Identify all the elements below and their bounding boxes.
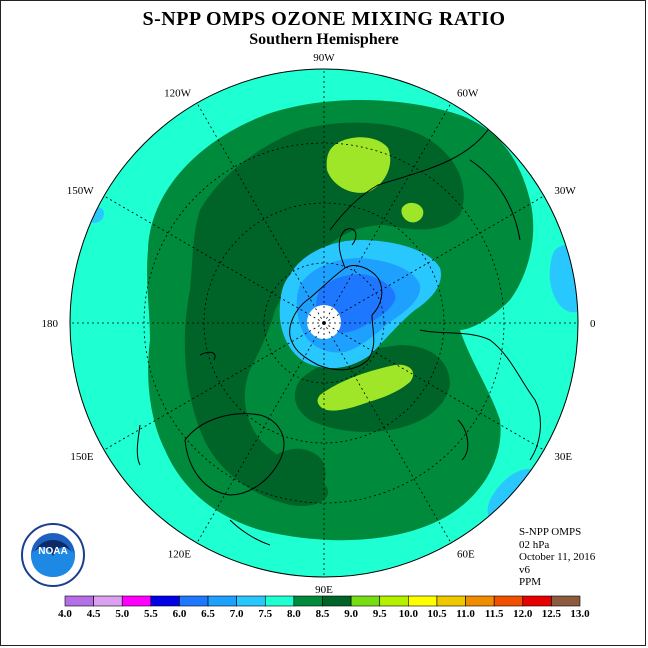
ozone-band-8.5-9.0-south <box>264 448 326 501</box>
colorbar-swatch <box>436 595 466 607</box>
lon-label-30e: 30E <box>554 451 572 463</box>
longitude-labels: 90W 60W 30W 0 30E 60E 90E 120E 150E 180 150W 120W <box>42 52 597 596</box>
colorbar-tick-label: 5.5 <box>143 608 158 620</box>
colorbar-tick-label: 5.0 <box>115 608 130 620</box>
colorbar-swatch <box>64 595 94 607</box>
colorbar-tick-label: 12.5 <box>541 608 561 620</box>
colorbar-tick-label: 4.5 <box>86 608 101 620</box>
colorbar-tick-label: 11.5 <box>484 608 504 620</box>
lon-label-120w: 120W <box>164 88 192 100</box>
colorbar-swatch <box>379 595 409 607</box>
map-subtitle: Southern Hemisphere <box>249 31 399 48</box>
colorbar-tick-label: 12.0 <box>513 608 533 620</box>
colorbar-tick-label: 4.0 <box>58 608 72 620</box>
colorbar-swatch <box>264 595 295 607</box>
lon-label-90e: 90E <box>315 584 333 596</box>
info-level: 02 hPa <box>519 538 550 551</box>
colorbar-tick-label: 10.0 <box>398 608 418 620</box>
colorbar-tick-label: 7.0 <box>229 608 244 620</box>
info-block: S-NPP OMPS 02 hPa October 11, 2016 v6 PP… <box>519 526 595 589</box>
ozone-band-7.0-7.5-rim-east <box>549 245 578 313</box>
lon-label-90w: 90W <box>313 52 335 64</box>
colorbar-tick-label: 9.0 <box>344 608 358 620</box>
colorbar <box>64 595 581 607</box>
colorbar-tick-label: 6.5 <box>201 608 215 620</box>
colorbar-swatch <box>293 595 323 607</box>
lon-label-180: 180 <box>42 318 59 330</box>
ozone-band-9.0-9.5-north <box>326 137 391 193</box>
colorbar-swatch <box>408 595 438 607</box>
colorbar-swatch <box>236 595 266 607</box>
colorbar-swatch <box>207 595 237 607</box>
colorbar-swatch <box>179 595 209 607</box>
info-date: October 11, 2016 <box>519 551 596 563</box>
colorbar-swatch <box>493 595 524 607</box>
ozone-field <box>70 69 578 577</box>
lon-label-150w: 150W <box>67 185 95 197</box>
colorbar-tick-label: 10.5 <box>427 608 447 620</box>
colorbar-tick-label: 13.0 <box>570 608 590 620</box>
info-units: PPM <box>519 576 542 588</box>
colorbar-swatch <box>322 595 352 607</box>
map-boundary <box>69 68 579 578</box>
colorbar-swatch <box>93 595 123 607</box>
colorbar-swatch <box>121 595 152 607</box>
colorbar-tick-label: 11.0 <box>456 608 475 620</box>
graticule <box>70 69 578 577</box>
colorbar-tick-label: 8.0 <box>287 608 301 620</box>
info-instrument: S-NPP OMPS <box>519 526 582 538</box>
ozone-band-8.5-9.0 <box>184 122 464 506</box>
colorbar-tick-label: 6.0 <box>172 608 187 620</box>
lon-label-0: 0 <box>590 318 596 330</box>
lon-label-60w: 60W <box>457 88 479 100</box>
colorbar-swatch <box>551 595 581 607</box>
info-version: v6 <box>519 563 530 576</box>
noaa-logo-icon: NOAA <box>20 522 86 593</box>
lon-label-120e: 120E <box>168 548 192 560</box>
map-title: S-NPP OMPS OZONE MIXING RATIO <box>142 8 506 30</box>
lon-label-30w: 30W <box>554 185 576 197</box>
colorbar-swatch <box>350 595 381 607</box>
lon-label-150e: 150E <box>70 451 94 463</box>
colorbar-tick-labels: 4.0 4.5 5.0 5.5 6.0 6.5 7.0 7.5 8.0 8.5 9.0 9.5 10.0… <box>0 608 648 622</box>
svg-text:NOAA: NOAA <box>38 546 67 557</box>
colorbar-tick-label: 9.5 <box>372 608 387 620</box>
ozone-band-9.0-9.5-east <box>317 364 414 411</box>
lon-label-60e: 60E <box>457 548 475 560</box>
colorbar-tick-label: 7.5 <box>258 608 273 620</box>
ozone-band-9.0-9.5-small <box>401 202 424 223</box>
colorbar-tick-label: 8.5 <box>315 608 330 620</box>
colorbar-swatch <box>465 595 495 607</box>
colorbar-swatch <box>150 595 180 607</box>
colorbar-swatch <box>522 595 552 607</box>
